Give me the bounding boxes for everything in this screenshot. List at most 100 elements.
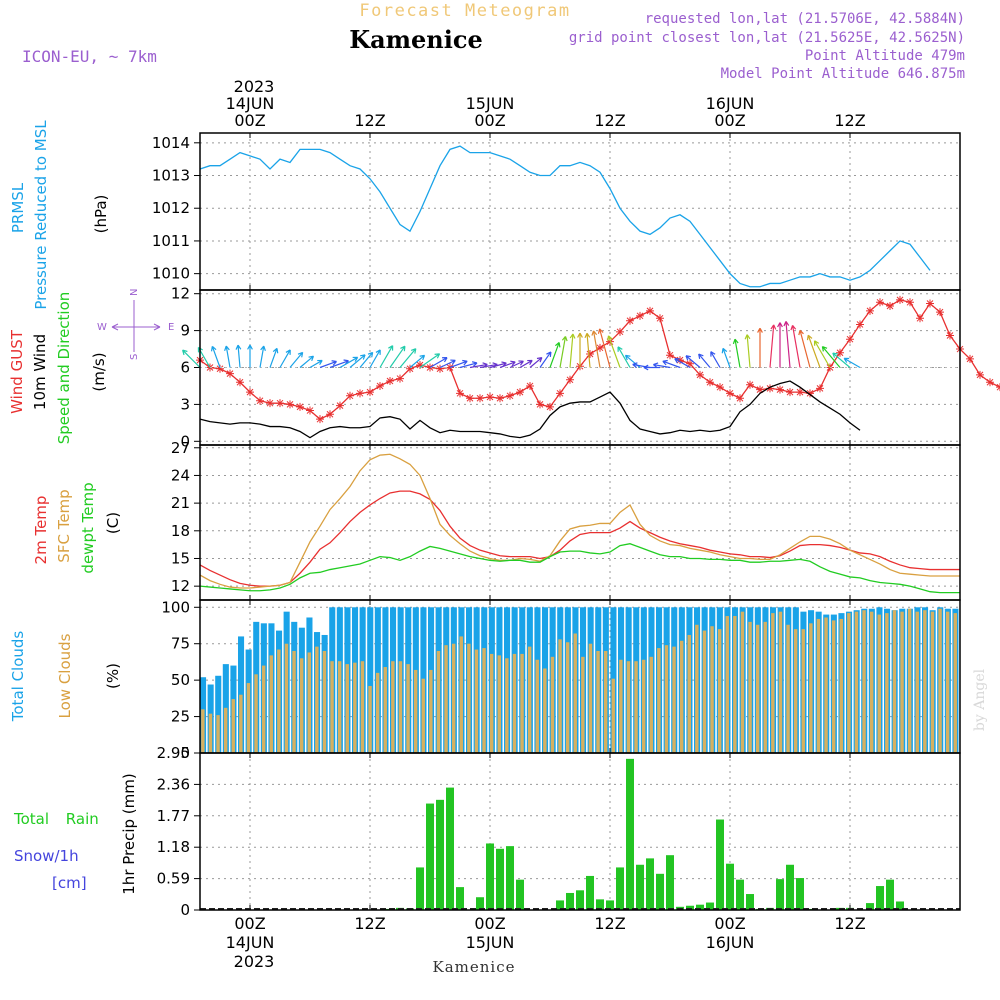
gust-marker <box>406 364 414 373</box>
bottom-tick-time: 00Z <box>234 914 265 933</box>
low-cloud-bar <box>489 653 494 753</box>
y-tick-label: 1.18 <box>157 838 190 856</box>
gust-marker <box>886 301 894 310</box>
bottom-place: Kamenice <box>433 958 516 976</box>
low-cloud-bar <box>816 618 821 753</box>
low-cloud-bar <box>322 651 327 753</box>
gust-marker <box>416 361 424 370</box>
rain-bar <box>776 879 784 910</box>
y-tick-label: 3 <box>180 395 190 413</box>
top-tick-time: 12Z <box>834 111 865 130</box>
gust-marker <box>636 311 644 320</box>
low-cloud-bar <box>353 662 357 753</box>
gust-marker <box>586 349 594 358</box>
gust-marker <box>456 389 464 398</box>
pressure-panel-labels: PRMSL Pressure Reduced to MSL (hPa) <box>9 120 110 310</box>
watermark: by Angel <box>972 668 988 731</box>
rain-bar <box>426 803 434 910</box>
wind-direction-arrow <box>591 330 601 368</box>
gust-marker <box>226 369 234 378</box>
rain-bar <box>556 900 564 910</box>
bottom-tick-time: 12Z <box>594 914 625 933</box>
low-cloud-bar <box>527 646 532 753</box>
temp-unit: (C) <box>104 512 122 534</box>
wind-direction-arrow <box>674 358 691 369</box>
rain-bar <box>416 867 424 910</box>
y-tick-label: 27 <box>171 439 190 457</box>
gust-marker <box>296 402 304 411</box>
compass-e: E <box>168 322 174 333</box>
gust-marker <box>686 359 694 368</box>
wind-direction-arrow <box>389 345 406 368</box>
rain-bar <box>436 799 444 910</box>
y-tick-label: 25 <box>171 708 190 726</box>
gust-marker <box>326 410 334 419</box>
wind-direction-arrow <box>429 357 448 369</box>
low-cloud-bar <box>459 636 463 753</box>
low-cloud-bar <box>231 699 235 753</box>
gust-marker <box>766 384 774 393</box>
10m-wind-line <box>199 380 861 439</box>
pressure-panel: 1010 1011 1012 1013 1014 <box>152 132 961 291</box>
wind-direction-arrow <box>235 344 242 368</box>
gust-marker <box>566 375 574 384</box>
low-cloud-bar <box>695 624 699 753</box>
rain-bar <box>876 886 884 910</box>
gust-marker <box>656 314 664 323</box>
wind-direction-arrow <box>798 329 811 368</box>
rain-bar <box>486 843 494 910</box>
wind-direction-arrow <box>319 360 337 369</box>
wind-gust-line <box>199 299 1000 420</box>
wind-label-speed-direction: Speed and Direction <box>55 292 73 445</box>
gust-marker <box>376 381 384 390</box>
wind-direction-arrow <box>247 344 253 368</box>
gust-marker <box>516 388 524 397</box>
precip-label-snow: Snow/1h <box>14 847 79 865</box>
temp-label-dewpt: dewpt Temp <box>79 482 97 573</box>
low-cloud-bar <box>223 707 228 753</box>
gust-marker <box>706 378 714 387</box>
low-cloud-bar <box>649 656 653 753</box>
wind-direction-arrow <box>710 351 721 368</box>
rain-bar <box>706 902 714 910</box>
y-tick-label: 15 <box>171 549 190 567</box>
wind-direction-arrow <box>806 334 821 368</box>
low-cloud-bar <box>679 640 684 753</box>
low-cloud-bar <box>216 715 220 753</box>
cloud-panel: 0 25 50 75 100 <box>161 598 961 762</box>
top-tick-date: 16JUN <box>706 94 755 113</box>
low-cloud-bar <box>907 608 912 753</box>
wind-direction-arrow <box>597 328 611 368</box>
low-cloud-bar <box>930 611 935 753</box>
wind-direction-arrow <box>843 357 861 369</box>
rain-bar <box>626 758 634 910</box>
gust-marker <box>466 394 474 403</box>
bottom-tick-date: 14JUN <box>226 933 275 952</box>
rain-bar <box>606 900 614 910</box>
top-tick-date: 15JUN <box>466 94 515 113</box>
temp-label-sfc: SFC Temp <box>55 489 73 562</box>
precip-label-cm: [cm] <box>52 874 87 892</box>
point-altitude: Point Altitude 479m <box>805 48 965 64</box>
gust-marker <box>736 394 744 403</box>
wind-label-gust: Wind GUST <box>8 329 26 414</box>
place-title: Kamenice <box>349 25 483 54</box>
gust-marker <box>556 389 564 398</box>
top-tick-time: 12Z <box>354 111 385 130</box>
y-tick-label: 50 <box>171 671 190 689</box>
wind-direction-arrow <box>449 359 468 369</box>
pressure-label-msl: Pressure Reduced to MSL <box>32 120 50 310</box>
wind-direction-arrow <box>499 360 516 369</box>
gust-marker <box>386 377 394 386</box>
wind-direction-arrow <box>409 354 426 368</box>
low-cloud-bar <box>269 655 273 753</box>
wind-direction-arrow <box>584 332 591 368</box>
precip-label-total: Total Rain <box>13 810 99 828</box>
y-tick-label: 0.59 <box>157 870 190 888</box>
y-tick-label: 0 <box>180 744 190 762</box>
top-tick-time: 12Z <box>594 111 625 130</box>
panel-frame <box>199 444 961 601</box>
low-cloud-bar <box>672 646 676 753</box>
gust-marker <box>496 394 504 403</box>
